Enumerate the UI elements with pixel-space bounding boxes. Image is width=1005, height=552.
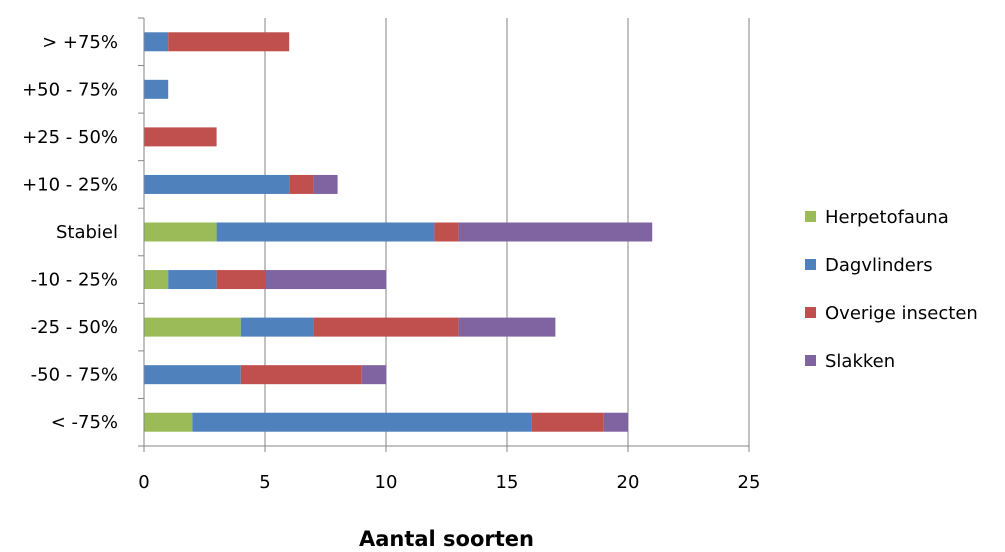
bar-segment [144, 222, 217, 242]
bar-segment [313, 174, 338, 194]
y-tick-label: -10 - 25% [31, 270, 118, 291]
axes [138, 17, 750, 452]
legend-swatch [805, 355, 816, 366]
y-tick-label: > +75% [42, 32, 118, 53]
legend-swatch [805, 259, 816, 270]
y-tick-label: +25 - 50% [22, 127, 118, 148]
y-tick-label: < -75% [51, 412, 118, 433]
bar-segment [168, 32, 290, 52]
x-tick-label: 5 [259, 472, 270, 493]
x-tick-label: 15 [496, 472, 519, 493]
bar-segment [144, 174, 290, 194]
legend-swatch [805, 307, 816, 318]
bar-segment [265, 270, 386, 290]
bar-segment [144, 365, 241, 385]
bar-segment [361, 365, 386, 385]
bar-segment [458, 317, 556, 337]
bar-segment [144, 270, 169, 290]
bar-segment [216, 270, 265, 290]
y-tick-label: -50 - 75% [31, 365, 118, 386]
legend-swatch [805, 211, 816, 222]
bar-segment [531, 412, 604, 432]
legend-label: Dagvlinders [825, 255, 933, 276]
x-tick-label: 25 [738, 472, 761, 493]
bar-segment [168, 270, 217, 290]
bar-segment [144, 127, 217, 147]
bar-segment [434, 222, 459, 242]
bar-segment [144, 79, 169, 99]
bar-segment [240, 365, 362, 385]
x-tick-label: 0 [138, 472, 149, 493]
x-axis-title: Aantal soorten [359, 527, 534, 551]
y-tick-label: -25 - 50% [31, 317, 118, 338]
bar-segment [144, 317, 241, 337]
bar-segment [216, 222, 435, 242]
x-tick-label: 10 [375, 472, 398, 493]
legend-label: Overige insecten [825, 303, 978, 324]
legend-label: Slakken [825, 351, 895, 372]
bar-segment [313, 317, 459, 337]
bar-segment [458, 222, 653, 242]
bars [144, 32, 653, 432]
bar-segment [603, 412, 628, 432]
bar-segment [289, 174, 314, 194]
y-tick-label: Stabiel [56, 222, 118, 243]
legend: Herpetofauna Dagvlinders Overige insecten S… [805, 207, 978, 372]
bar-segment [144, 32, 169, 52]
bar-segment [240, 317, 314, 337]
x-tick-labels: 0 5 10 15 20 25 [138, 472, 760, 493]
y-tick-labels: > +75% +50 - 75% +25 - 50% +10 - 25% Stabiel… [22, 32, 118, 433]
legend-label: Herpetofauna [825, 207, 949, 228]
bar-segment [144, 412, 193, 432]
x-tick-label: 20 [617, 472, 640, 493]
y-tick-label: +10 - 25% [22, 174, 118, 195]
y-tick-label: +50 - 75% [22, 79, 118, 100]
bar-segment [192, 412, 532, 432]
